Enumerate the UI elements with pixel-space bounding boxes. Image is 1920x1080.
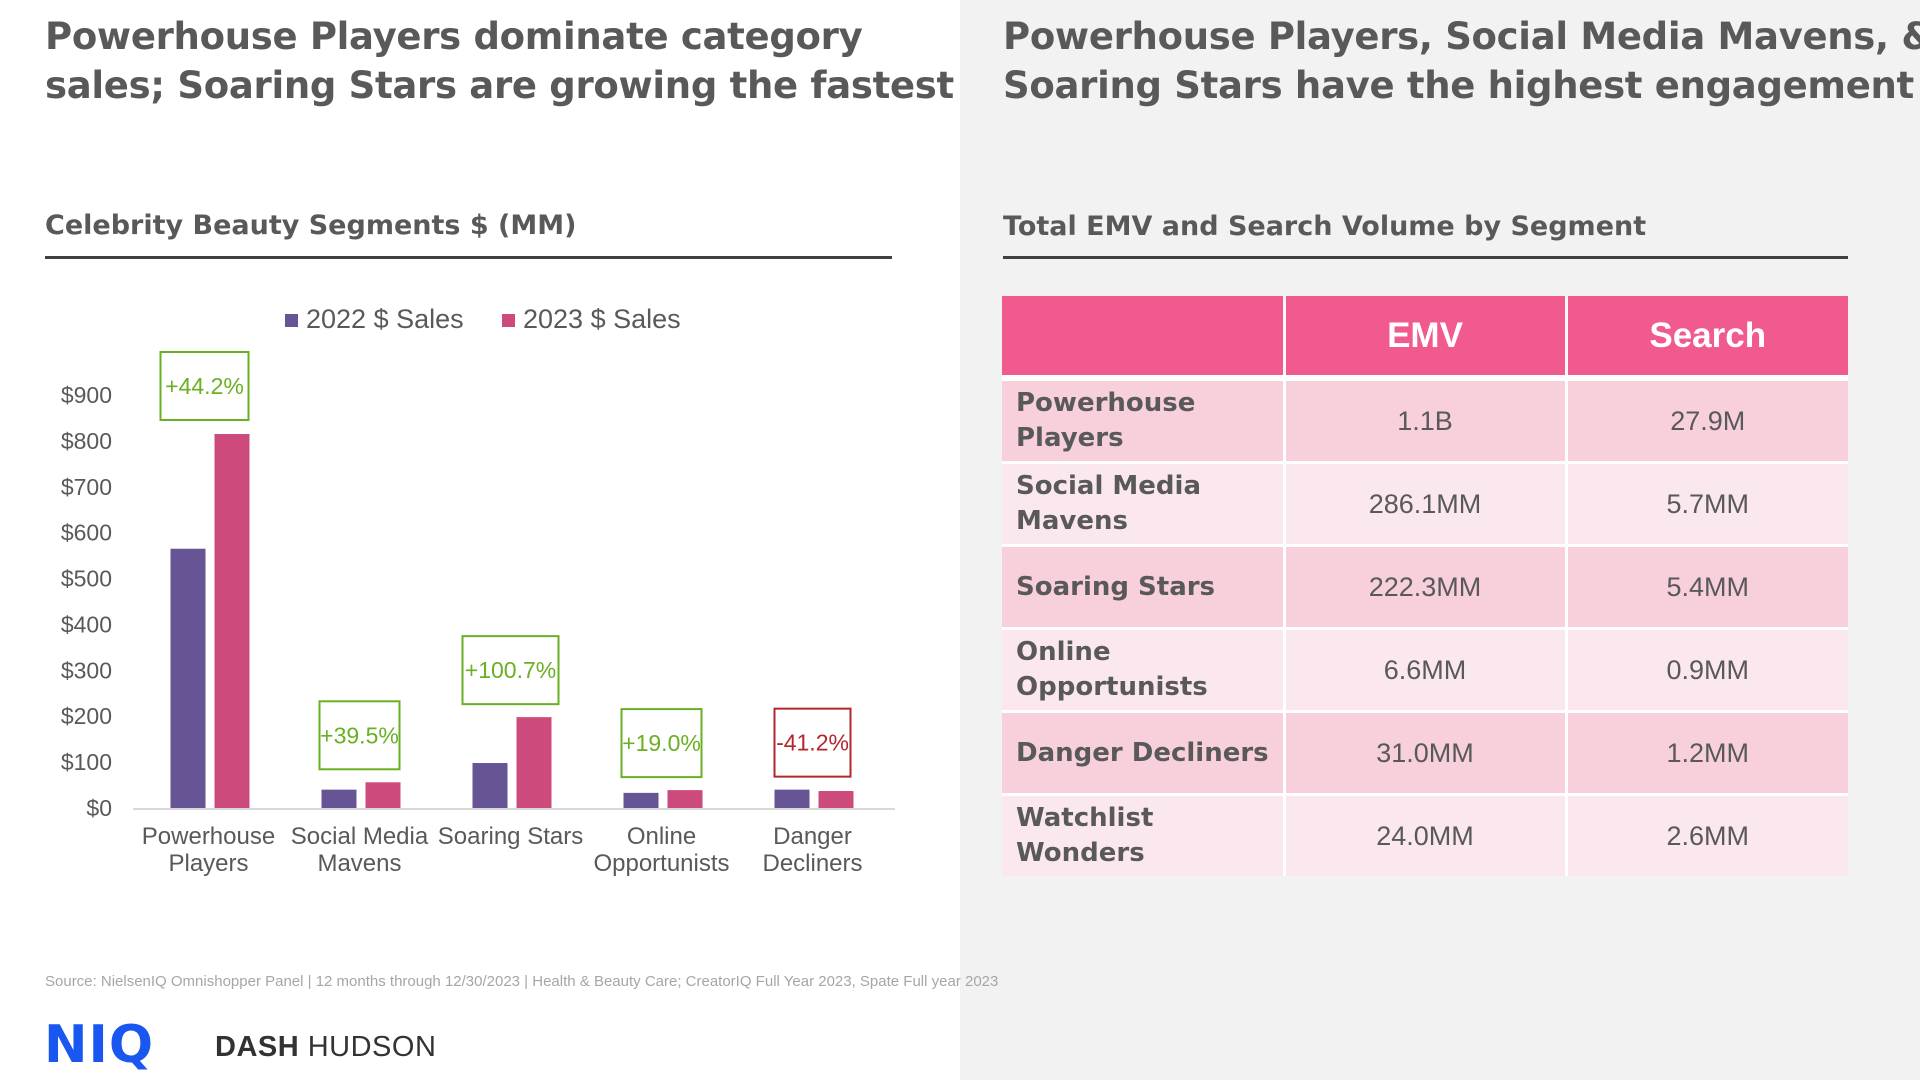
growth-annotation-label: +19.0% [622, 730, 701, 756]
emv-cell: 6.6MM [1284, 627, 1568, 712]
search-cell: 2.6MM [1566, 793, 1848, 876]
y-tick-label: $500 [61, 566, 112, 592]
sales-bar-chart: $0 $100 $200 $300 $400 $500 $600 $700 $800 $900 20… [61, 304, 895, 877]
growth-annotation-box [620, 708, 703, 779]
table-row: Powerhouse Players 1.1B 27.9M [1002, 375, 1848, 463]
table-row: Social Media Mavens 286.1MM 5.7MM [1002, 461, 1848, 546]
growth-annotation-label: +39.5% [320, 722, 399, 748]
legend-label: 2022 $ Sales [306, 304, 464, 334]
legend-label: 2023 $ Sales [523, 304, 681, 334]
bar-2023 [214, 434, 250, 808]
category-label: Social Media [291, 823, 429, 850]
growth-annotation-label: +100.7% [465, 657, 556, 683]
bar-2022 [774, 789, 810, 808]
table-header-emv: EMV [1284, 296, 1568, 378]
bar-2022 [321, 789, 357, 808]
table-section-title: Total EMV and Search Volume by Segment [1003, 211, 1647, 242]
segment-cell: Social Media Mavens [1002, 461, 1286, 546]
category-label: Mavens [317, 850, 401, 877]
table-row: Watchlist Wonders 24.0MM 2.6MM [1002, 793, 1848, 876]
category-label: Opportunists [593, 850, 729, 877]
category-label: Decliners [762, 850, 862, 877]
segment-cell: Danger Decliners [1002, 710, 1286, 795]
category-label: Danger [773, 823, 852, 850]
category-label: Players [168, 850, 248, 877]
chart-section-title: Celebrity Beauty Segments $ (MM) [45, 210, 577, 241]
chart-section-rule [45, 256, 892, 259]
dash-hudson-logo-light: HUDSON [299, 1031, 437, 1063]
bar-2023 [365, 782, 401, 808]
bar-2022 [170, 548, 206, 808]
growth-annotation-box [159, 351, 250, 421]
emv-cell: 24.0MM [1284, 793, 1568, 876]
y-tick-label: $800 [61, 428, 112, 454]
dash-hudson-logo-bold: DASH [215, 1031, 300, 1063]
growth-annotation-box [773, 707, 852, 778]
segment-cell: Soaring Stars [1002, 544, 1286, 629]
growth-annotation-label: -41.2% [776, 730, 849, 756]
search-cell: 1.2MM [1566, 710, 1848, 795]
bar-2022 [472, 763, 508, 808]
search-cell: 5.7MM [1566, 461, 1848, 546]
search-cell: 0.9MM [1566, 627, 1848, 712]
growth-annotation-box [318, 700, 401, 771]
y-tick-label: $100 [61, 749, 112, 775]
left-headline-line-2: sales; Soaring Stars are growing the fas… [45, 64, 954, 107]
emv-cell: 1.1B [1284, 375, 1568, 463]
bar-2022 [623, 792, 659, 808]
table-header-segment [1002, 296, 1286, 378]
table-row: Online Opportunists 6.6MM 0.9MM [1002, 627, 1848, 712]
growth-annotation-label: +44.2% [165, 373, 244, 399]
table-header-search: Search [1566, 296, 1848, 378]
emv-cell: 222.3MM [1284, 544, 1568, 629]
bar-2023 [667, 790, 703, 808]
segment-cell: Online Opportunists [1002, 627, 1286, 712]
y-tick-label: $700 [61, 474, 112, 500]
table-header-row: EMV Search [1002, 296, 1848, 378]
segment-cell: Powerhouse Players [1002, 375, 1286, 463]
emv-cell: 286.1MM [1284, 461, 1568, 546]
y-tick-label: $0 [86, 795, 112, 821]
table-row: Danger Decliners 31.0MM 1.2MM [1002, 710, 1848, 795]
left-headline: Powerhouse Players dominate category sal… [45, 12, 954, 110]
table-section-rule [1003, 256, 1848, 259]
y-tick-label: $900 [61, 382, 112, 408]
right-headline-line-2: Soaring Stars have the highest engagemen… [1003, 64, 1914, 107]
legend-swatch [502, 314, 515, 327]
bar-2023 [818, 791, 854, 808]
y-tick-label: $200 [61, 703, 112, 729]
right-headline: Powerhouse Players, Social Media Mavens,… [1003, 12, 1920, 110]
search-cell: 5.4MM [1566, 544, 1848, 629]
segment-cell: Watchlist Wonders [1002, 793, 1286, 876]
table-row: Soaring Stars 222.3MM 5.4MM [1002, 544, 1848, 629]
dash-hudson-logo: DASH HUDSON [215, 1030, 436, 1064]
legend-swatch [285, 314, 298, 327]
source-footnote: Source: NielsenIQ Omnishopper Panel | 12… [45, 973, 999, 990]
category-label: Soaring Stars [438, 823, 583, 850]
category-label: Online [627, 823, 696, 850]
emv-search-table: EMV Search Powerhouse Players 1.1B 27.9M… [1002, 296, 1848, 876]
right-headline-line-1: Powerhouse Players, Social Media Mavens,… [1003, 15, 1920, 58]
bar-2023 [516, 717, 552, 808]
niq-logo: NIQ [44, 1015, 155, 1075]
growth-annotation-box [461, 635, 560, 706]
emv-cell: 31.0MM [1284, 710, 1568, 795]
search-cell: 27.9M [1566, 375, 1848, 463]
y-tick-label: $600 [61, 520, 112, 546]
y-tick-label: $400 [61, 611, 112, 637]
y-tick-label: $300 [61, 657, 112, 683]
category-label: Powerhouse [142, 823, 275, 850]
left-headline-line-1: Powerhouse Players dominate category [45, 15, 863, 58]
